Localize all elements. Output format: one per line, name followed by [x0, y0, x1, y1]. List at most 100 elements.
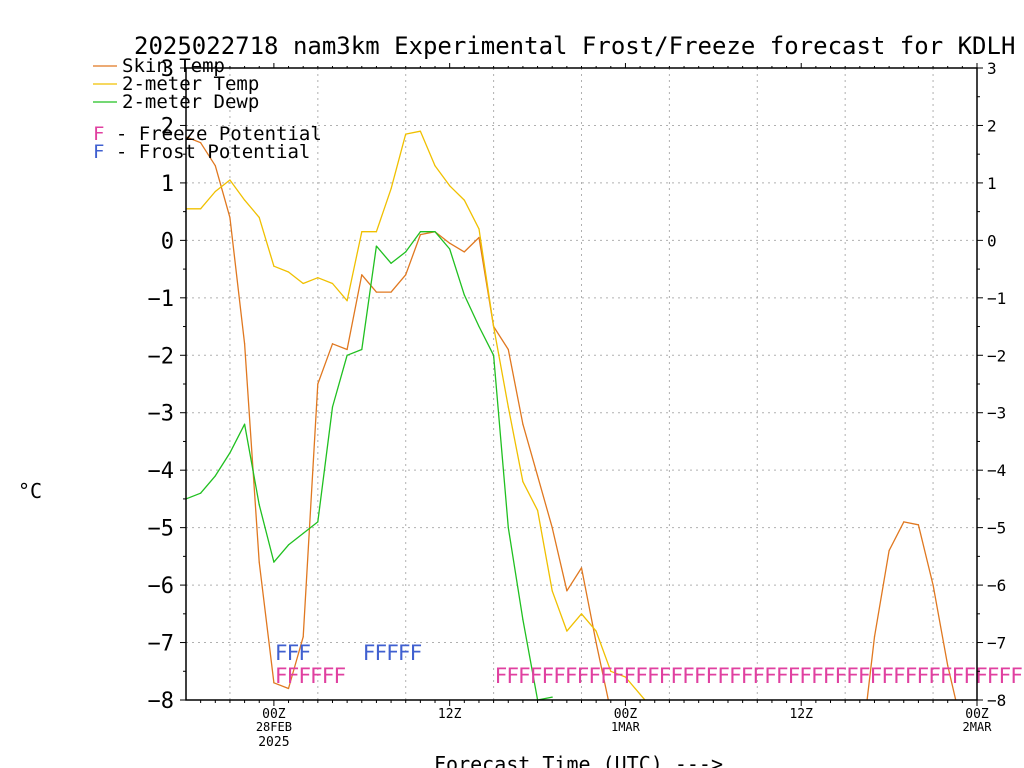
- frost-mark: F: [374, 641, 387, 665]
- series-point-0: [361, 274, 363, 276]
- y-tick-label-left: 1: [161, 172, 174, 197]
- freeze-mark: F: [612, 664, 625, 688]
- series-point-2: [243, 423, 246, 425]
- series-point-1: [346, 300, 348, 302]
- frost-mark: F: [287, 641, 300, 665]
- freeze-mark: F: [846, 664, 859, 688]
- series-point-0: [243, 343, 246, 345]
- series-point-3: [932, 584, 934, 586]
- freeze-mark: F: [975, 664, 988, 688]
- x-axis-label: Forecast Time (UTC) --->: [434, 752, 723, 768]
- freeze-mark: F: [881, 664, 894, 688]
- x-tick-label: 00Z: [262, 707, 286, 722]
- freeze-mark: F: [706, 664, 719, 688]
- freeze-mark: F: [741, 664, 754, 688]
- series-point-3: [903, 521, 905, 523]
- freeze-mark: F: [963, 664, 976, 688]
- series-point-1: [624, 676, 627, 678]
- legend-symbol: F: [93, 123, 104, 145]
- y-tick-label-left: 3: [161, 57, 174, 82]
- freeze-mark: F: [776, 664, 789, 688]
- series-point-2: [551, 696, 553, 698]
- x-tick-label: 00Z: [965, 707, 989, 722]
- x-tick-year-label: 2025: [258, 735, 289, 750]
- series-point-0: [522, 423, 524, 425]
- series-point-0: [449, 242, 451, 244]
- y-tick-label-left: 2: [161, 114, 174, 139]
- freeze-mark: F: [310, 664, 323, 688]
- x-tick-date-label: 1MAR: [611, 720, 641, 734]
- legend-entry: 2-meter Temp: [122, 73, 259, 95]
- legend-text: - Freeze Potential: [104, 123, 321, 145]
- series-layer: [186, 130, 957, 700]
- frost-mark: F: [410, 641, 423, 665]
- series-point-2: [302, 532, 304, 534]
- series-point-1: [390, 188, 392, 190]
- series-point-1: [463, 199, 465, 201]
- series-point-1: [536, 509, 539, 511]
- series-point-2: [361, 348, 363, 351]
- series-point-1: [522, 481, 524, 483]
- y-tick-label-left: −7: [148, 632, 175, 657]
- series-point-0: [580, 567, 583, 569]
- series-point-1: [287, 271, 290, 273]
- freeze-mark: F: [682, 664, 695, 688]
- freeze-mark: F: [893, 664, 906, 688]
- freeze-mark: F: [729, 664, 742, 688]
- series-point-2: [273, 561, 275, 563]
- series-point-1: [449, 185, 451, 187]
- series-point-2: [507, 527, 509, 529]
- series-point-1: [229, 179, 231, 181]
- legend-entry: F - Freeze Potential: [93, 123, 322, 145]
- freeze-mark: F: [717, 664, 730, 688]
- frost-mark: F: [386, 641, 399, 665]
- freeze-mark: F: [764, 664, 777, 688]
- legend-entry: 2-meter Dewp: [122, 91, 259, 113]
- frost-mark: F: [363, 641, 376, 665]
- freeze-mark: F: [788, 664, 801, 688]
- y-tick-label-left: −1: [148, 287, 175, 312]
- freeze-mark: F: [635, 664, 648, 688]
- x-tick-label: 12Z: [438, 707, 462, 722]
- frost-mark: F: [275, 641, 288, 665]
- y-tick-label-left: −2: [148, 344, 175, 369]
- freeze-mark: F: [987, 664, 1000, 688]
- series-point-0: [551, 527, 553, 529]
- frost-mark: F: [298, 641, 311, 665]
- series-point-0: [273, 682, 275, 684]
- series-point-0: [258, 561, 260, 563]
- y-tick-label-left: −5: [148, 517, 175, 542]
- freeze-mark: F: [916, 664, 929, 688]
- freeze-mark: F: [834, 664, 847, 688]
- series-point-2: [317, 521, 319, 523]
- y-tick-label-right: 1: [987, 174, 997, 193]
- y-tick-label-left: −4: [148, 459, 175, 484]
- freeze-mark: F: [541, 664, 554, 688]
- series-point-0: [463, 251, 465, 253]
- freeze-mark: F: [565, 664, 578, 688]
- series-point-1: [610, 670, 612, 672]
- series-point-1: [595, 630, 597, 632]
- series-point-2: [375, 245, 378, 247]
- series-point-2: [390, 262, 392, 264]
- series-point-1: [566, 630, 568, 632]
- series-point-0: [419, 234, 421, 236]
- series-point-0: [346, 348, 348, 351]
- series-point-2: [405, 251, 407, 253]
- series-point-0: [375, 291, 378, 293]
- y-tick-label-right: −4: [987, 461, 1006, 480]
- freeze-mark: F: [870, 664, 883, 688]
- series-point-0: [536, 475, 539, 477]
- freeze-mark: F: [952, 664, 965, 688]
- series-point-1: [214, 190, 216, 193]
- series-point-0: [566, 590, 568, 592]
- series-point-0: [302, 636, 304, 638]
- series-point-2: [463, 294, 465, 296]
- series-point-3: [888, 550, 890, 552]
- series-point-3: [873, 636, 876, 638]
- freeze-mark: F: [624, 664, 637, 688]
- series-point-1: [273, 265, 275, 267]
